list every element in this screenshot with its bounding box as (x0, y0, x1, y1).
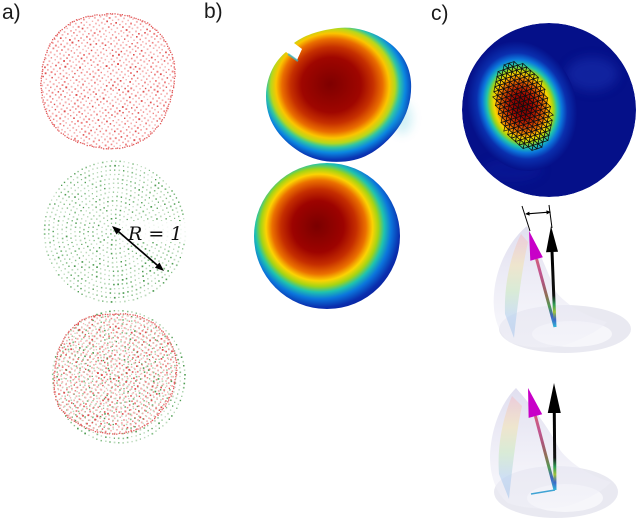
plots-layer (40, 13, 636, 518)
direction-distribution-plain (490, 383, 618, 518)
deformed-sample-dots (40, 13, 176, 150)
triangular-mesh (492, 60, 554, 152)
panel-label-c: c) (431, 2, 449, 25)
angle-span-arrow (525, 210, 551, 216)
posterior-disk-with-mesh (462, 23, 636, 197)
reference-direction-arrow (546, 226, 559, 328)
radius-arrow (112, 226, 164, 271)
direction-distribution-annotated (493, 204, 631, 353)
density-reference-disk (254, 163, 400, 309)
mean-direction-arrow (528, 388, 557, 491)
reference-direction-arrow (547, 383, 561, 491)
panel-c (462, 23, 636, 518)
mean-direction-arrow (529, 231, 557, 328)
radius-label-backing (123, 221, 189, 242)
panel-label-a: a) (2, 1, 21, 24)
panel-b (254, 27, 412, 309)
angle-annotation (521, 204, 553, 232)
surface-rainbow-sheen (504, 234, 528, 338)
radius-annotation-text: R = 1 (127, 223, 182, 245)
surface-rainbow-sheen (498, 396, 522, 499)
reference-disk-dots (43, 160, 189, 303)
panel-label-b: b) (204, 0, 223, 23)
density-deformed-domain (266, 27, 412, 162)
surface-sail (490, 388, 611, 509)
